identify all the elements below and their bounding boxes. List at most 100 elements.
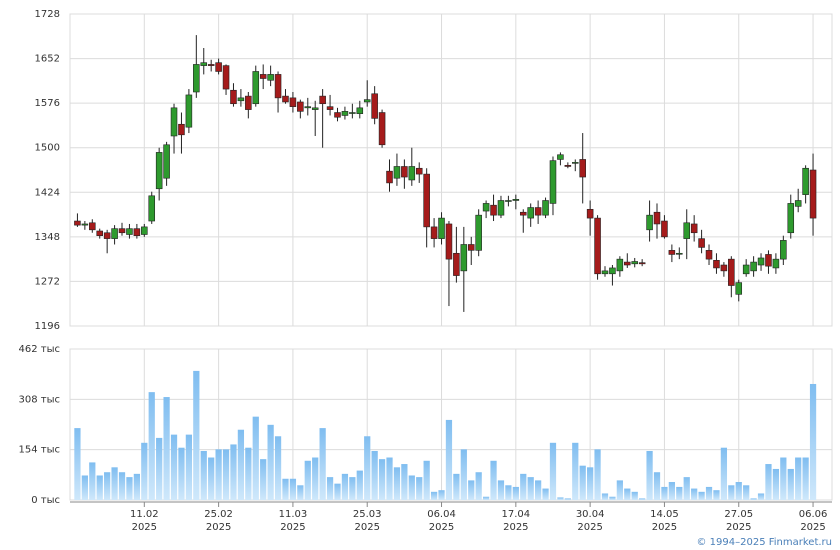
volume-bar [260,459,267,500]
candle-body [750,261,757,272]
candle-body [653,211,661,225]
volume-bar [289,478,297,500]
volume-bar [802,457,809,500]
candle-body [282,95,289,103]
candle-body [572,162,579,164]
x-tick-label: 25.02 2025 [204,509,233,533]
candle-body [549,160,557,204]
volume-bar [713,490,720,500]
candle-body [787,203,795,234]
candle-body [646,214,653,231]
volume-bar [527,477,534,500]
volume-bar [616,480,623,500]
candle-body [81,223,89,226]
volume-bar [245,447,252,500]
volume-bar [549,442,557,500]
candle-body [720,264,728,272]
x-tick-label: 27.05 2025 [724,509,753,533]
volume-bar [609,496,616,500]
candle-body [534,207,542,216]
volume-bar [282,478,289,500]
volume-bar [393,467,401,500]
x-tick-label: 06.04 2025 [427,509,456,533]
volume-bar [772,468,780,500]
candle-body [624,261,631,266]
candle-body [74,220,81,226]
candle-body [133,228,141,236]
volume-bar [118,472,126,500]
volume-bar [780,457,787,500]
candle-body [178,123,185,136]
volume-bar [720,447,728,500]
volume-bar [156,437,163,500]
y-tick-label: 1500 [35,143,60,154]
x-tick-label: 11.03 2025 [279,509,308,533]
volume-bar [163,397,170,500]
candle-body [609,267,616,275]
candle-body [438,217,445,239]
y-tick-label: 462 тыс [19,344,60,355]
candle-body [802,167,809,195]
volume-bar [312,457,319,500]
candle-body [690,223,698,234]
candle-body [497,200,505,216]
candle-body [482,203,490,212]
volume-bar [208,457,215,500]
candle-body [430,226,438,239]
volume-bar [445,419,453,500]
candle-body [601,270,609,275]
volume-bar [557,497,564,500]
candle-body [326,106,334,110]
candle-body [772,258,780,269]
y-tick-label: 0 тыс [31,495,60,506]
volume-bar [89,462,96,500]
candle-body [594,217,601,275]
candle-body [735,282,743,295]
candle-body [475,214,482,251]
x-tick-label: 14.05 2025 [650,509,679,533]
y-tick-label: 1652 [35,54,60,65]
candle-body [423,173,430,228]
volume-bar [520,473,527,500]
candle-body [393,166,401,179]
volume-bar [193,370,200,500]
candle-body [415,167,423,175]
candle-body [505,200,512,202]
volume-bar [378,459,386,500]
volume-bar [668,482,675,500]
candle-body [207,64,215,66]
volume-bar [676,486,683,500]
candle-body [490,204,497,216]
volume-bar [482,496,490,500]
candle-body [616,258,624,272]
volume-bar [170,434,178,500]
candle-body [668,250,676,255]
candle-body [378,112,386,146]
candle-body [289,97,297,107]
volume-bar [252,416,259,500]
volume-bar [594,449,601,500]
candle-body [460,244,468,272]
volume-bar [579,465,586,500]
volume-bar [200,450,207,500]
volume-bar [326,477,334,500]
candle-body [363,99,371,103]
volume-bar [104,472,111,500]
volume-bar [475,472,482,500]
volume-bar [572,442,579,500]
volume-bar [787,468,794,500]
candle-body [311,107,319,110]
source[interactable]: © 1994–2025 Finmarket.ru [696,537,832,548]
volume-bar [230,444,237,500]
volume-bar [178,447,185,500]
volume-bar [185,434,193,500]
x-tick-label: 17.04 2025 [502,509,531,533]
volume-bar [74,428,81,500]
candle-body [809,169,817,219]
candle-body [245,95,252,110]
volume-bar [126,477,133,500]
candle-body [401,166,408,178]
volume-bar [497,480,505,500]
volume-bar [215,449,222,500]
volume-bar [133,473,140,500]
